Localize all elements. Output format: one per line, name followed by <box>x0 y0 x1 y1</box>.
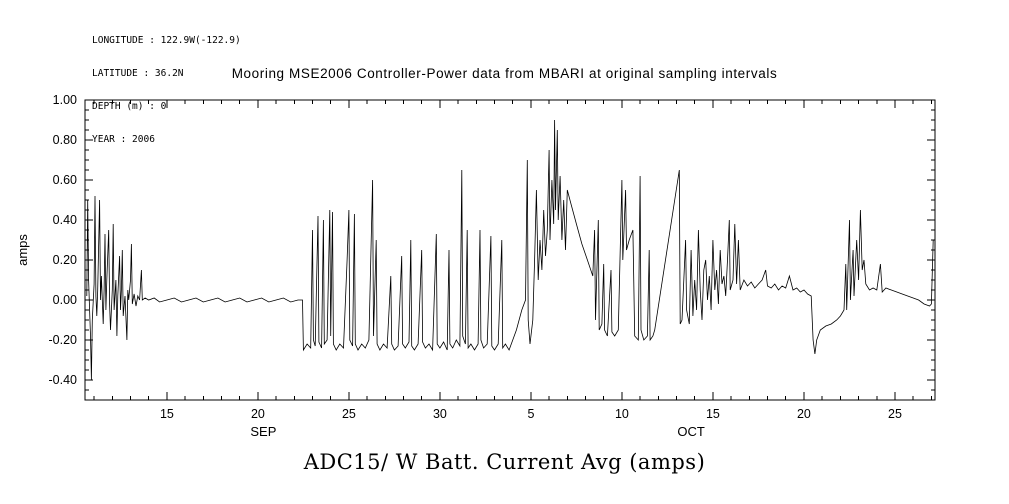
svg-text:25: 25 <box>888 407 902 421</box>
svg-text:0.00: 0.00 <box>53 293 77 307</box>
chart-title: Mooring MSE2006 Controller-Power data fr… <box>231 66 778 81</box>
depth-label: DEPTH (m) : 0 <box>92 101 167 112</box>
svg-text:OCT: OCT <box>677 424 705 439</box>
x-axis-month-labels: SEP OCT <box>250 424 705 439</box>
svg-text:15: 15 <box>706 407 720 421</box>
svg-text:25: 25 <box>342 407 356 421</box>
svg-text:SEP: SEP <box>250 424 276 439</box>
svg-text:30: 30 <box>433 407 447 421</box>
y-axis-ticks <box>85 99 935 401</box>
svg-text:1.00: 1.00 <box>53 93 77 107</box>
x-axis-ticks <box>93 100 932 400</box>
svg-text:-0.20: -0.20 <box>49 333 78 347</box>
latitude-label: LATITUDE : 36.2N <box>92 68 184 79</box>
svg-text:20: 20 <box>797 407 811 421</box>
y-axis-label: amps <box>15 234 30 266</box>
svg-text:10: 10 <box>615 407 629 421</box>
svg-text:5: 5 <box>527 407 534 421</box>
svg-text:20: 20 <box>251 407 265 421</box>
svg-text:0.40: 0.40 <box>53 213 77 227</box>
longitude-label: LONGITUDE : 122.9W(-122.9) <box>92 35 241 46</box>
svg-text:15: 15 <box>160 407 174 421</box>
chart-bottom-title: ADC15/ W Batt. Current Avg (amps) <box>303 450 706 474</box>
plot-frame <box>84 99 936 401</box>
svg-text:0.60: 0.60 <box>53 173 77 187</box>
svg-text:0.80: 0.80 <box>53 133 77 147</box>
y-axis-tick-labels: 1.00 0.80 0.60 0.40 0.20 0.00 -0.20 -0.40 <box>49 93 78 387</box>
data-series-line <box>86 119 934 381</box>
svg-text:0.20: 0.20 <box>53 253 77 267</box>
x-axis-tick-labels: 15 20 25 30 5 10 15 20 25 <box>160 407 902 421</box>
year-label: YEAR : 2006 <box>92 134 155 145</box>
svg-text:-0.40: -0.40 <box>49 373 78 387</box>
metadata-block: LONGITUDE : 122.9W(-122.9) LATITUDE : 36… <box>92 13 241 167</box>
